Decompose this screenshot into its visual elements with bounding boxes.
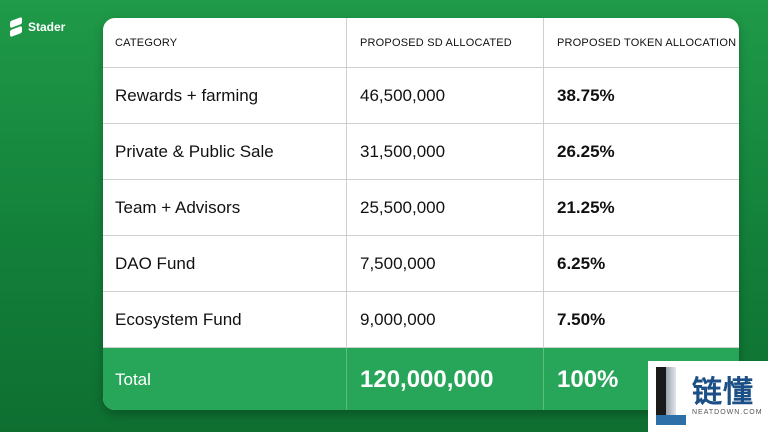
sd-allocated-cell: 25,500,000 — [347, 180, 544, 235]
sd-allocated-cell: 31,500,000 — [347, 124, 544, 179]
watermark-text: 链懂 — [692, 376, 754, 409]
sd-allocated-cell: 7,500,000 — [347, 236, 544, 291]
watermark-subtext: NEATDOWN.COM — [692, 409, 763, 416]
header-sd-allocated: PROPOSED SD ALLOCATED — [347, 18, 544, 67]
header-token-allocation: PROPOSED TOKEN ALLOCATION — [557, 36, 737, 49]
category-cell: Rewards + farming — [103, 68, 347, 123]
category-cell: Team + Advisors — [103, 180, 347, 235]
table-header-row: CATEGORY PROPOSED SD ALLOCATED PROPOSED … — [103, 18, 739, 68]
token-allocation-cell: 6.25% — [557, 253, 606, 273]
token-allocation-cell: 38.75% — [557, 85, 615, 105]
brand-name: Stader — [28, 20, 66, 34]
category-cell: Private & Public Sale — [103, 124, 347, 179]
table-row: Team + Advisors 25,500,000 21.25% — [103, 180, 739, 236]
sd-allocated-cell: 9,000,000 — [347, 292, 544, 347]
token-allocation-cell: 21.25% — [557, 197, 615, 217]
token-allocation-cell: 26.25% — [557, 141, 615, 161]
table-row: Private & Public Sale 31,500,000 26.25% — [103, 124, 739, 180]
token-allocation-cell: 7.50% — [557, 309, 606, 329]
table-row: Rewards + farming 46,500,000 38.75% — [103, 68, 739, 124]
watermark-logo-icon — [648, 361, 690, 432]
table-row: DAO Fund 7,500,000 6.25% — [103, 236, 739, 292]
category-cell: Ecosystem Fund — [103, 292, 347, 347]
total-sd-allocated: 120,000,000 — [347, 348, 544, 410]
allocation-table: CATEGORY PROPOSED SD ALLOCATED PROPOSED … — [103, 18, 739, 410]
sd-allocated-cell: 46,500,000 — [347, 68, 544, 123]
stader-logo-icon — [10, 16, 22, 38]
table-row: Ecosystem Fund 9,000,000 7.50% — [103, 292, 739, 348]
category-cell: DAO Fund — [103, 236, 347, 291]
header-category: CATEGORY — [103, 18, 347, 67]
total-token-allocation: 100% — [557, 366, 619, 393]
watermark: 链懂 NEATDOWN.COM — [648, 361, 768, 432]
table-total-row: Total 120,000,000 100% — [103, 348, 739, 410]
brand-logo: Stader — [10, 16, 66, 38]
total-label: Total — [103, 348, 347, 410]
